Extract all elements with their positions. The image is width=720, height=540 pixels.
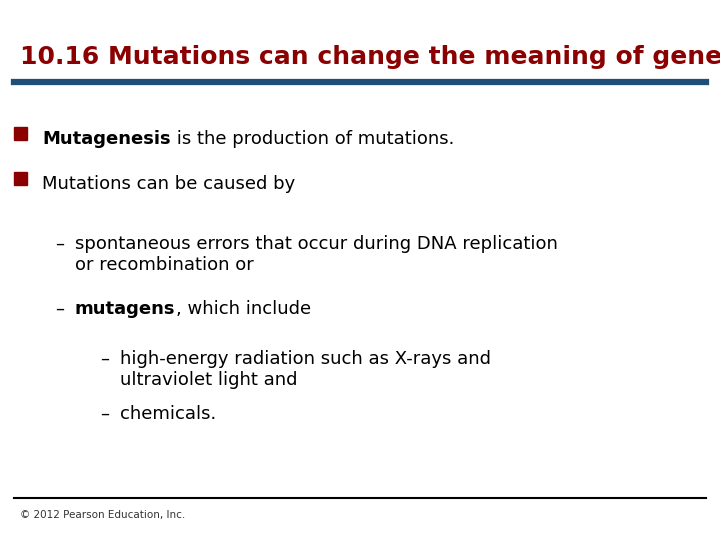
FancyBboxPatch shape bbox=[14, 172, 27, 185]
Text: chemicals.: chemicals. bbox=[120, 405, 216, 423]
Text: spontaneous errors that occur during DNA replication
or recombination or: spontaneous errors that occur during DNA… bbox=[75, 235, 558, 274]
Text: Mutations can be caused by: Mutations can be caused by bbox=[42, 175, 295, 193]
FancyBboxPatch shape bbox=[14, 127, 27, 140]
Text: is the production of mutations.: is the production of mutations. bbox=[171, 130, 454, 148]
Text: © 2012 Pearson Education, Inc.: © 2012 Pearson Education, Inc. bbox=[20, 510, 185, 520]
Text: –: – bbox=[100, 350, 109, 368]
Text: mutagens: mutagens bbox=[75, 300, 176, 318]
Text: Mutagenesis: Mutagenesis bbox=[42, 130, 171, 148]
Text: –: – bbox=[100, 405, 109, 423]
Text: , which include: , which include bbox=[176, 300, 310, 318]
Text: –: – bbox=[55, 235, 64, 253]
Text: –: – bbox=[55, 300, 64, 318]
Text: high-energy radiation such as X-rays and
ultraviolet light and: high-energy radiation such as X-rays and… bbox=[120, 350, 491, 389]
Text: 10.16 Mutations can change the meaning of genes: 10.16 Mutations can change the meaning o… bbox=[20, 45, 720, 69]
